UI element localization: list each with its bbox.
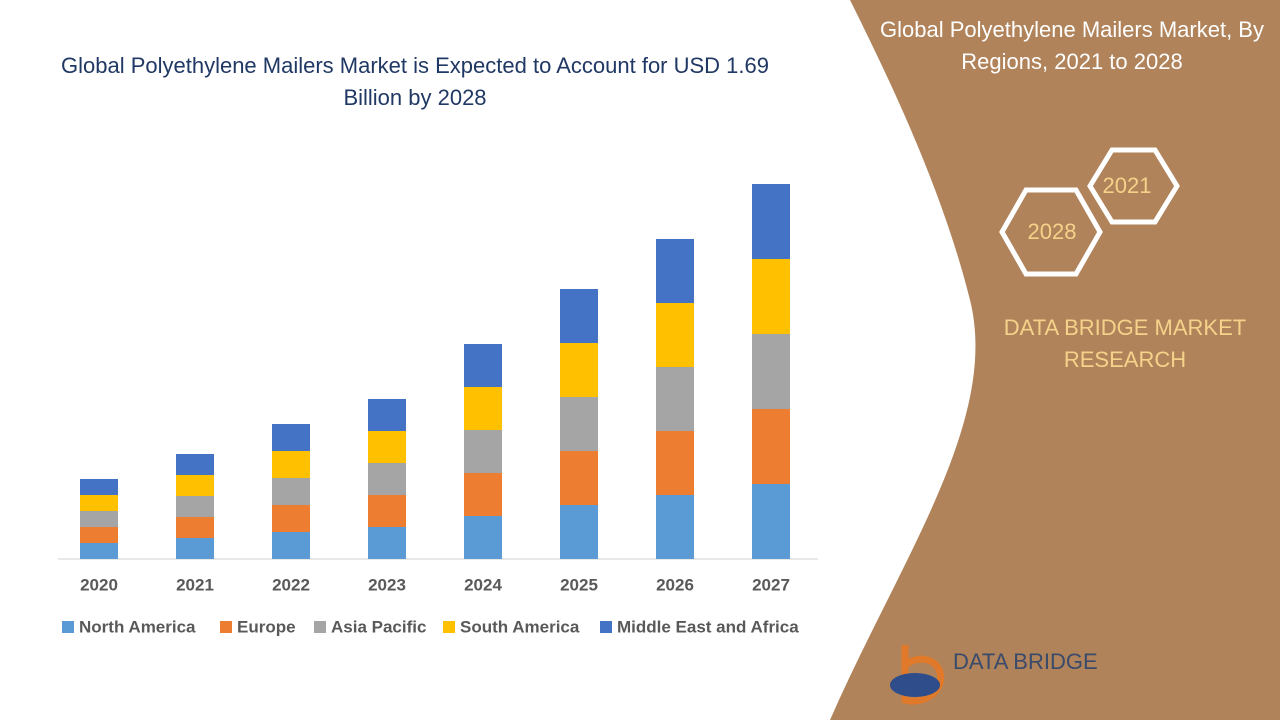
bar-segment bbox=[656, 239, 694, 303]
bar-segment bbox=[464, 344, 502, 387]
logo-mark bbox=[901, 645, 945, 705]
bar-segment bbox=[368, 527, 406, 559]
bar-segment bbox=[176, 517, 214, 538]
x-tick-label: 2023 bbox=[368, 575, 406, 594]
legend-swatch bbox=[314, 621, 326, 633]
bar-segment bbox=[272, 478, 310, 505]
bar-segment bbox=[560, 289, 598, 343]
x-tick-label: 2025 bbox=[560, 575, 598, 594]
bar-segment bbox=[752, 259, 790, 334]
bar-segment bbox=[656, 431, 694, 495]
bar-segment bbox=[560, 343, 598, 397]
bar-segment bbox=[368, 399, 406, 431]
bar-segment bbox=[80, 511, 118, 527]
bar-segment bbox=[272, 532, 310, 559]
panel-title: Global Polyethylene Mailers Market, By R… bbox=[880, 17, 1264, 74]
bar-segment bbox=[464, 430, 502, 473]
x-tick-label: 2024 bbox=[464, 575, 502, 594]
bar-segment bbox=[464, 516, 502, 559]
bar-segment bbox=[656, 495, 694, 559]
bar-segment bbox=[176, 538, 214, 559]
brand-text: DATA BRIDGE MARKET RESEARCH bbox=[1003, 315, 1247, 372]
x-tick-label: 2026 bbox=[656, 575, 694, 594]
bar-segment bbox=[368, 431, 406, 463]
hexagon bbox=[1087, 147, 1180, 225]
bar-segment bbox=[752, 334, 790, 409]
bar-segment bbox=[560, 397, 598, 451]
logo-text: DATA BRIDGE bbox=[953, 649, 1098, 674]
side-panel bbox=[830, 0, 1280, 720]
bar-segment bbox=[560, 451, 598, 505]
bar-segment bbox=[80, 479, 118, 495]
bar-segment bbox=[176, 454, 214, 475]
hexagon bbox=[999, 187, 1103, 277]
legend-swatch bbox=[220, 621, 232, 633]
bar-segment bbox=[656, 303, 694, 367]
chart-title: Global Polyethylene Mailers Market is Ex… bbox=[60, 53, 769, 110]
legend-label: Middle East and Africa bbox=[617, 617, 799, 636]
legend-label: South America bbox=[460, 617, 580, 636]
legend-swatch bbox=[62, 621, 74, 633]
bar-segment bbox=[80, 495, 118, 511]
x-tick-label: 2022 bbox=[272, 575, 310, 594]
bar-segment bbox=[656, 367, 694, 431]
legend-label: North America bbox=[79, 617, 196, 636]
bar-segment bbox=[752, 484, 790, 559]
legend-swatch bbox=[600, 621, 612, 633]
bar-segment bbox=[560, 505, 598, 559]
bar-segment bbox=[464, 473, 502, 516]
legend-label: Asia Pacific bbox=[331, 617, 426, 636]
bar-segment bbox=[752, 184, 790, 259]
bar-segment bbox=[272, 451, 310, 478]
hex-year: 2021 bbox=[1103, 173, 1152, 198]
bar-segment bbox=[80, 527, 118, 543]
bar-segment bbox=[752, 409, 790, 484]
x-tick-label: 2027 bbox=[752, 575, 790, 594]
bar-segment bbox=[272, 424, 310, 451]
bar-segment bbox=[272, 505, 310, 532]
bar-segment bbox=[368, 495, 406, 527]
x-tick-label: 2021 bbox=[176, 575, 214, 594]
legend-swatch bbox=[443, 621, 455, 633]
bar-segment bbox=[368, 463, 406, 495]
bar-segment bbox=[464, 387, 502, 430]
logo-mark bbox=[890, 673, 940, 697]
bar-segment bbox=[80, 543, 118, 559]
hex-year: 2028 bbox=[1028, 219, 1077, 244]
bar-segment bbox=[176, 475, 214, 496]
x-tick-label: 2020 bbox=[80, 575, 118, 594]
legend-label: Europe bbox=[237, 617, 296, 636]
bar-segment bbox=[176, 496, 214, 517]
